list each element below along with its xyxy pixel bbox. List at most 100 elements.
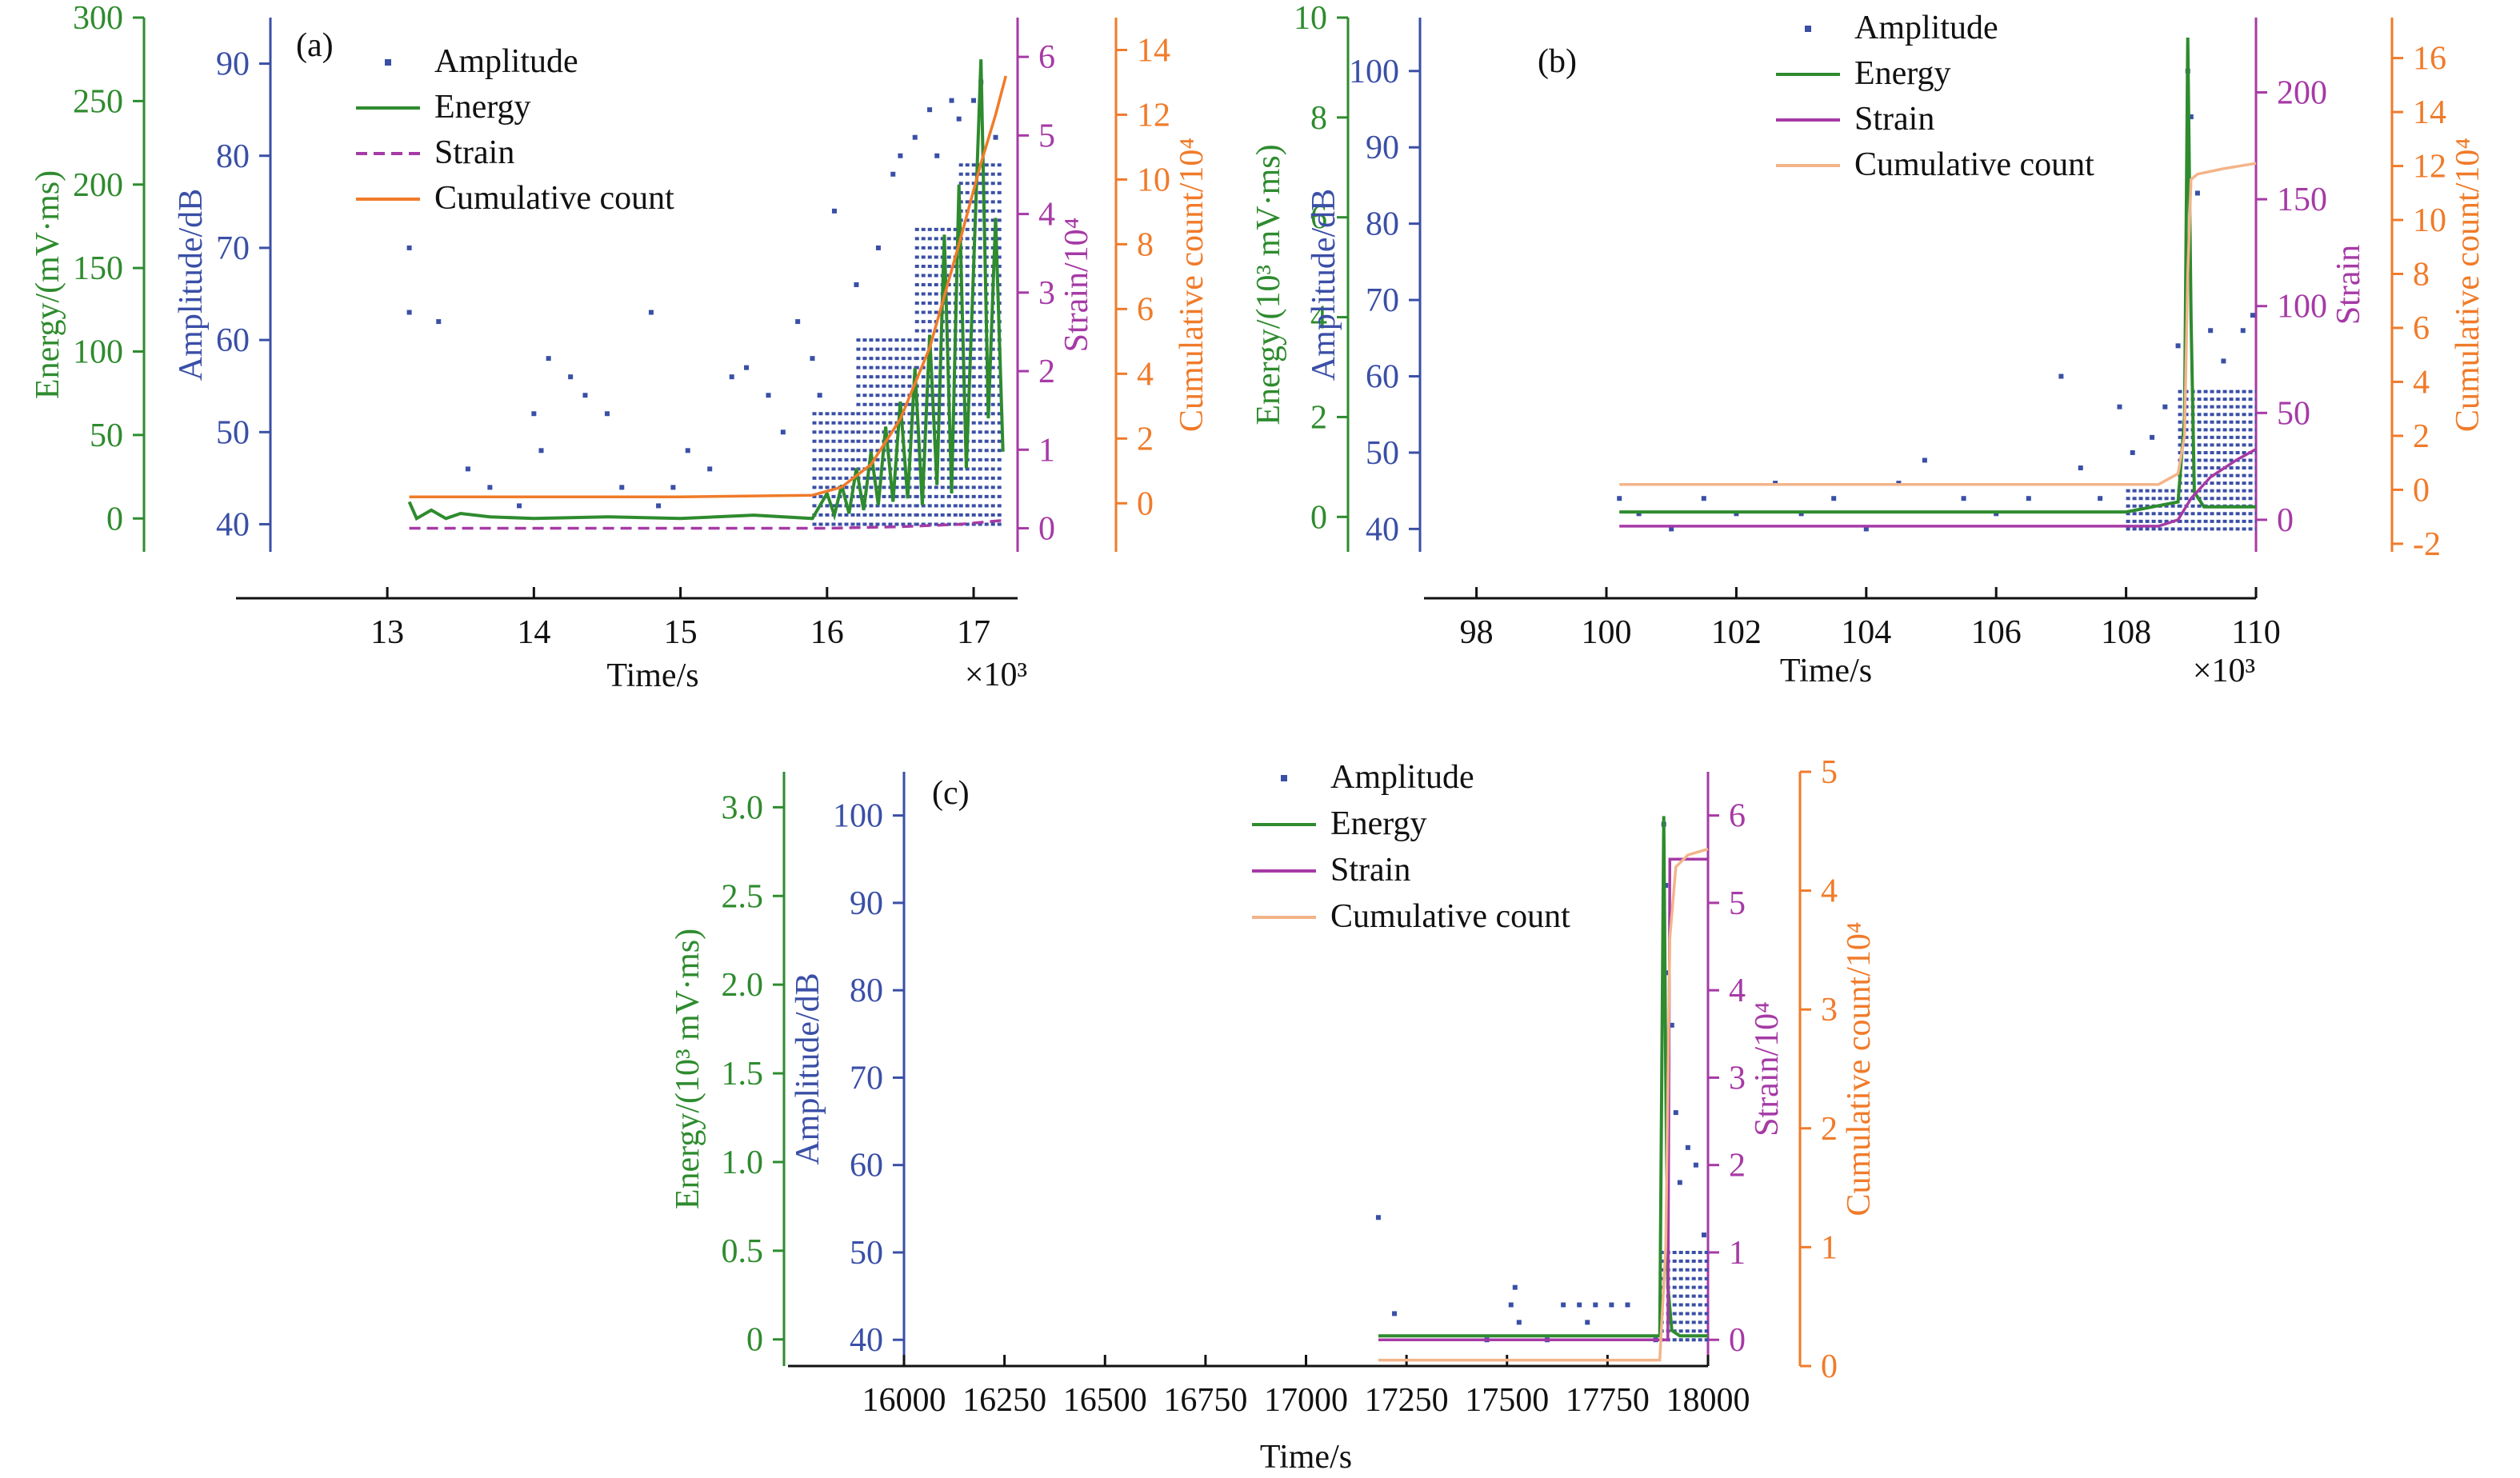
amplitude-point — [1673, 1110, 1678, 1116]
amplitude-point — [436, 319, 442, 325]
amplitude-point — [912, 134, 918, 140]
amplitude-point — [1798, 511, 1804, 517]
amplitude-point — [1922, 457, 1927, 463]
amplitude-tick-label: 90 — [216, 46, 250, 83]
amplitude-point — [1636, 511, 1642, 517]
amplitude-point — [1561, 1302, 1566, 1308]
cumulative-axis: 0 1 2 3 4 5 Cumulative count/10⁴ — [1798, 754, 1878, 1385]
legend-label: Strain — [1854, 101, 1934, 138]
energy-tick-label: 1.5 — [722, 1056, 764, 1093]
amplitude-point — [780, 429, 786, 435]
strain-tick-label: 200 — [2277, 75, 2327, 112]
amplitude-point — [1508, 1302, 1514, 1308]
x-tick-label: 15 — [664, 614, 698, 651]
legend-label: Cumulative count — [1854, 146, 2094, 183]
strain-axis-title: Strain — [2330, 245, 2367, 325]
legend-marker-amplitude — [1281, 775, 1287, 781]
cumulative-tick-label: 0 — [1821, 1348, 1838, 1385]
x-tick-label: 17250 — [1365, 1382, 1449, 1419]
cumulative-tick-label: 5 — [1821, 754, 1838, 791]
amplitude-tick-label: 50 — [216, 414, 250, 451]
amplitude-point — [648, 310, 654, 315]
energy-tick-label: 1.0 — [722, 1144, 764, 1181]
cumulative-tick-label: 8 — [2413, 257, 2430, 294]
energy-tick-label: 2.5 — [722, 878, 764, 915]
cumulative-tick-label: 2 — [2413, 418, 2430, 455]
amplitude-point — [2117, 404, 2122, 409]
cumulative-tick-label: -2 — [2413, 526, 2441, 563]
strain-axis-title: Strain/10⁴ — [1058, 218, 1095, 353]
amplitude-point — [971, 98, 977, 103]
cumulative-tick-label: 16 — [2413, 41, 2446, 78]
strain-tick-label: 6 — [1729, 798, 1746, 835]
amplitude-point — [1512, 1284, 1518, 1290]
amplitude-point — [1693, 1162, 1698, 1168]
amplitude-tick-label: 40 — [216, 506, 250, 543]
energy-axis: 0 2 4 6 8 10 Energy/(10³ mV·ms) — [1250, 0, 1350, 552]
amplitude-tick-label: 40 — [1366, 511, 1399, 548]
cumulative-tick-label: 6 — [2413, 310, 2430, 347]
legend-label: Amplitude — [434, 43, 578, 80]
strain-tick-label: 50 — [2277, 395, 2310, 432]
cumulative-tick-label: 14 — [1137, 32, 1170, 69]
amplitude-point — [1669, 1022, 1674, 1028]
cumulative-count-line — [409, 75, 1007, 498]
amplitude-point — [1665, 970, 1670, 976]
legend-marker-amplitude — [385, 59, 391, 66]
strain-axis: 0 1 2 3 4 5 6 Strain/10⁴ — [1706, 772, 1786, 1366]
amplitude-point — [1617, 496, 1622, 501]
amplitude-point — [670, 485, 676, 490]
amplitude-point — [1609, 1302, 1614, 1308]
amplitude-point — [582, 393, 588, 398]
amplitude-tick-label: 40 — [850, 1322, 883, 1359]
cumulative-tick-label: 2 — [1137, 421, 1154, 457]
x-tick-label: 16000 — [862, 1382, 946, 1419]
amplitude-point — [2250, 313, 2255, 318]
x-multiplier: ×10³ — [965, 657, 1027, 693]
amplitude-point — [2026, 496, 2031, 501]
strain-tick-label: 2 — [1038, 354, 1055, 390]
amplitude-point — [1669, 526, 1674, 532]
energy-tick-label: 10 — [1294, 0, 1327, 37]
amplitude-point — [1516, 1320, 1522, 1325]
x-tick-label: 14 — [517, 614, 550, 651]
x-axis: 13 14 15 16 17 Time/s ×10³ — [236, 587, 1027, 694]
x-tick-label: 106 — [1971, 614, 2022, 651]
cumulative-tick-label: 6 — [1137, 291, 1154, 328]
cumulative-tick-label: 0 — [1137, 485, 1154, 522]
strain-tick-label: 2 — [1729, 1148, 1746, 1184]
legend-label: Energy — [1854, 55, 1951, 92]
amplitude-point — [2150, 434, 2155, 440]
amplitude-tick-label: 90 — [1366, 130, 1399, 166]
amplitude-point — [817, 393, 822, 398]
amplitude-point — [1685, 1144, 1690, 1150]
strain-tick-label: 0 — [2277, 502, 2294, 539]
amplitude-point — [1585, 1320, 1590, 1325]
amplitude-point — [2078, 465, 2083, 471]
amplitude-axis-title: Amplitude/dB — [173, 189, 210, 381]
x-axis: 16000 16250 16500 16750 17000 17250 17500 17750… — [788, 1355, 1750, 1476]
cumulative-axis-title: Cumulative count/10⁴ — [2450, 138, 2486, 432]
amplitude-point — [2162, 404, 2168, 409]
amplitude-point — [487, 485, 493, 490]
x-axis: 98 100 102 104 106 108 110 Time/s ×10³ — [1424, 587, 2281, 689]
legend-label: Strain — [434, 134, 514, 171]
cumulative-count-line — [1378, 847, 1709, 1362]
energy-line — [1378, 816, 1708, 1338]
cumulative-axis-title: Cumulative count/10⁴ — [1174, 138, 1210, 432]
strain-tick-label: 1 — [1729, 1235, 1746, 1272]
amplitude-point — [744, 365, 750, 370]
legend: Amplitude Energy Strain Cumulative count — [356, 43, 674, 217]
amplitude-point — [831, 208, 837, 214]
amplitude-axis: 40 50 60 70 80 90 100 Amplitude/dB — [790, 772, 906, 1366]
strain-tick-label: 3 — [1038, 275, 1055, 312]
amplitude-tick-label: 60 — [1366, 359, 1399, 396]
strain-tick-label: 0 — [1038, 511, 1055, 548]
amplitude-tick-label: 70 — [1366, 282, 1399, 319]
amplitude-tick-label: 80 — [1366, 206, 1399, 243]
amplitude-point — [795, 319, 801, 325]
x-tick-label: 17000 — [1264, 1382, 1348, 1419]
amplitude-point — [1392, 1311, 1398, 1316]
